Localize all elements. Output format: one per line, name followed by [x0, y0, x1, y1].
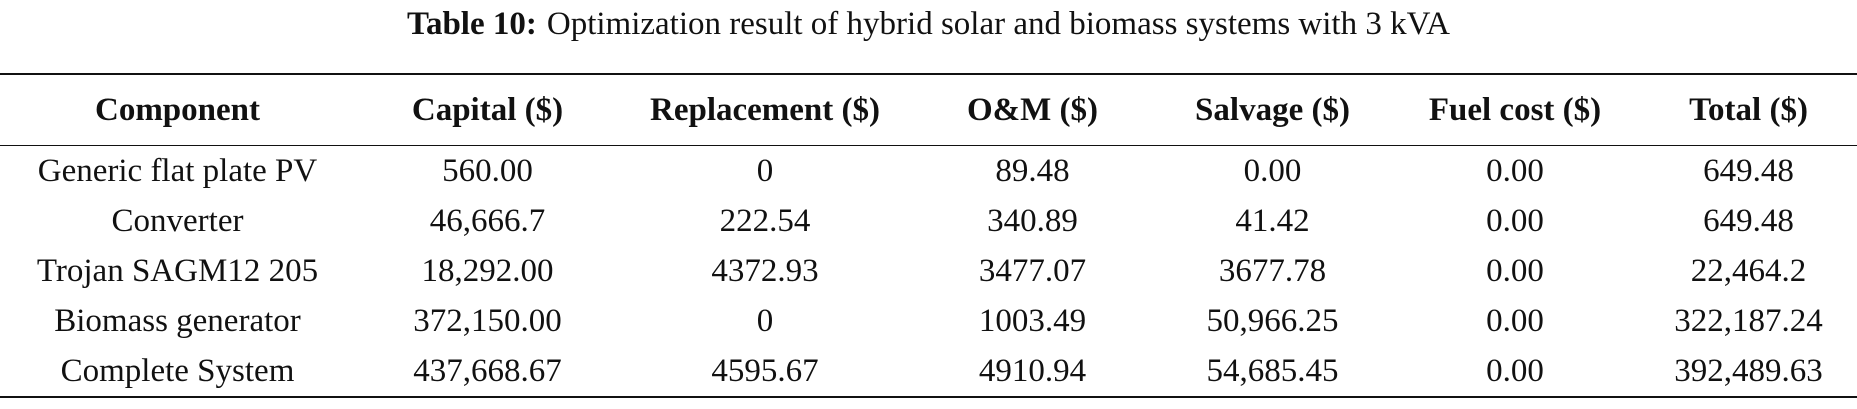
column-header: Salvage ($) [1195, 91, 1350, 128]
table-cell: 18,292.00 [421, 252, 554, 289]
row-label: Trojan SAGM12 205 [36, 252, 319, 289]
table-cell: 41.42 [1235, 202, 1310, 239]
caption-text: Optimization result of hybrid solar and … [546, 6, 1451, 42]
table-cell: 222.54 [719, 202, 811, 239]
table-caption: Table 10: Optimization result of hybrid s… [0, 0, 1857, 50]
table-cell: 50,966.25 [1206, 302, 1339, 339]
table-row: Biomass generator 372,150.00 0 1003.49 50,96… [0, 296, 1857, 346]
table-cell: 372,150.00 [413, 302, 562, 339]
table-body: Generic flat plate PV 560.00 0 89.48 0.00 0.0… [0, 146, 1857, 397]
table-row: Generic flat plate PV 560.00 0 89.48 0.00 0.0… [0, 146, 1857, 197]
table-cell: 0.00 [1243, 152, 1302, 189]
table-cell: 4595.67 [711, 352, 819, 389]
table-cell: 437,668.67 [413, 352, 562, 389]
header-row: Component Capital ($) Replacement ($) O&M (… [0, 74, 1857, 146]
row-label: Converter [111, 202, 244, 239]
table-cell: 89.48 [995, 152, 1070, 189]
table-cell: 649.48 [1703, 202, 1794, 239]
table-cell: 22,464.2 [1690, 252, 1807, 289]
row-label: Generic flat plate PV [37, 152, 318, 189]
column-header: Capital ($) [411, 91, 564, 128]
table-cell: 46,666.7 [429, 202, 546, 239]
table-cell: 4372.93 [711, 252, 819, 289]
table-row: Trojan SAGM12 205 18,292.00 4372.93 3477.07… [0, 246, 1857, 296]
row-label: Biomass generator [54, 302, 301, 339]
row-label: Complete System [60, 352, 295, 389]
column-header: Replacement ($) [649, 91, 880, 128]
table-cell: 3477.07 [978, 252, 1087, 289]
table-cell: 322,187.24 [1674, 302, 1823, 339]
table-cell: 0.00 [1486, 252, 1544, 289]
table-row: Complete System 437,668.67 4595.67 4910.94 5… [0, 346, 1857, 397]
table-cell: 3677.78 [1218, 252, 1327, 289]
table-cell: 0 [756, 302, 774, 339]
results-table: Component Capital ($) Replacement ($) O&M (… [0, 73, 1857, 398]
table-cell: 649.48 [1703, 152, 1794, 189]
column-header: Fuel cost ($) [1428, 91, 1602, 128]
table-cell: 0 [756, 152, 774, 189]
table-cell: 560.00 [442, 152, 533, 189]
table-cell: 340.89 [987, 202, 1078, 239]
table-cell: 0.00 [1486, 202, 1544, 239]
column-header: O&M ($) [966, 91, 1099, 128]
table-cell: 0.00 [1486, 152, 1544, 189]
table-row: Converter 46,666.7 222.54 340.89 41.42 0.00 64… [0, 196, 1857, 246]
column-header: Component [94, 91, 261, 128]
table-cell: 4910.94 [978, 352, 1087, 389]
table-cell: 1003.49 [978, 302, 1087, 339]
table-cell: 392,489.63 [1674, 352, 1823, 389]
table-cell: 0.00 [1486, 352, 1544, 389]
table-cell: 54,685.45 [1206, 352, 1339, 389]
column-header: Total ($) [1689, 91, 1808, 128]
caption-label: Table 10: [406, 6, 537, 42]
table-cell: 0.00 [1486, 302, 1544, 339]
